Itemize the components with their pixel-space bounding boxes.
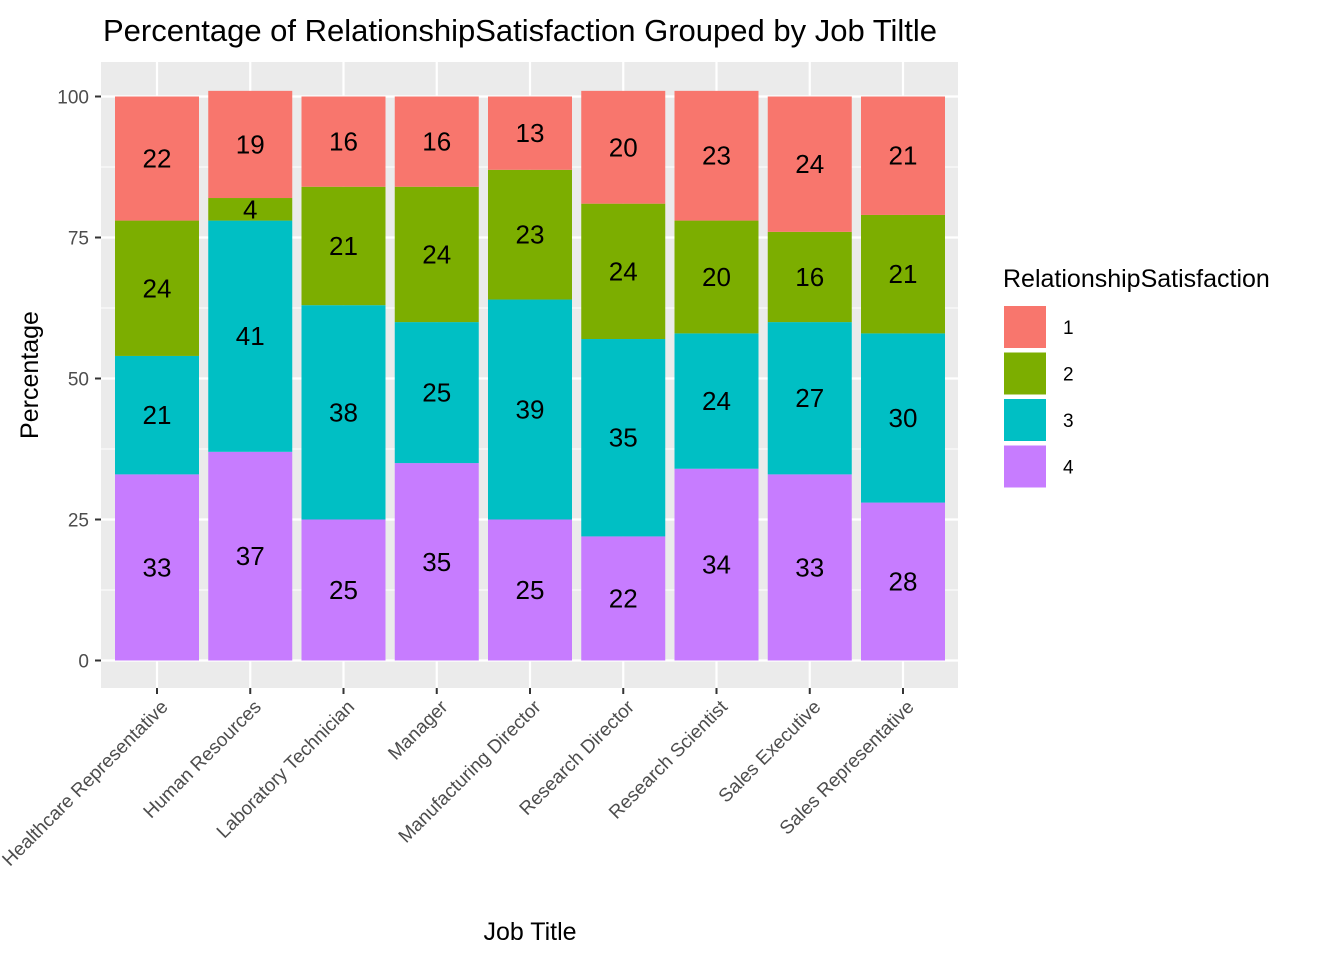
legend-label: 3	[1063, 411, 1074, 432]
data-labels-layer: 33 21 24 22 37 41 4 19 25 38 21 16 35 25 24 16 25 39 23 13 2…	[143, 118, 918, 613]
bar-segment	[861, 96, 945, 215]
data-label: 37	[236, 541, 265, 571]
data-label: 30	[889, 403, 918, 433]
data-label: 34	[702, 550, 731, 580]
bar-segment	[394, 322, 479, 464]
data-label: 20	[702, 262, 731, 292]
bar-segment	[394, 186, 479, 323]
bar-segment	[115, 220, 199, 356]
bar-segment	[301, 305, 386, 520]
x-tick-label: Healthcare Representative	[0, 697, 173, 871]
data-label: 16	[422, 127, 451, 157]
bar-segment	[674, 333, 759, 469]
y-tick-label: 50	[68, 370, 89, 391]
data-label: 24	[609, 256, 638, 286]
data-label: 22	[609, 583, 638, 613]
data-label: 28	[889, 567, 918, 597]
data-label: 23	[702, 141, 731, 171]
chart-title: Percentage of RelationshipSatisfaction G…	[103, 13, 937, 48]
bar-segment	[861, 333, 945, 503]
legend-key	[1002, 443, 1048, 490]
data-label: 24	[795, 149, 824, 179]
bar-segment	[861, 502, 945, 661]
bar-segment	[115, 96, 199, 221]
legend-items: 1 2 3 4	[1002, 304, 1074, 490]
data-label: 33	[795, 552, 824, 582]
bar-segment	[115, 474, 199, 661]
data-label: 20	[609, 132, 638, 162]
bar-segment	[301, 96, 386, 187]
legend-key	[1002, 304, 1048, 350]
data-label: 23	[516, 220, 545, 250]
data-label: 25	[422, 378, 451, 408]
bars-layer	[115, 90, 945, 661]
bar-segment	[581, 203, 666, 340]
x-tick-label: Manager	[384, 696, 452, 764]
bar-segment	[581, 339, 666, 537]
legend-title: RelationshipSatisfaction	[1003, 265, 1270, 293]
x-axis-title: Job Title	[483, 918, 576, 946]
y-tick-label: 0	[78, 652, 89, 673]
data-label: 33	[143, 552, 172, 582]
bar-segment	[674, 468, 759, 661]
y-tick-label: 25	[68, 511, 89, 532]
data-label: 21	[889, 259, 918, 289]
data-label: 41	[236, 321, 265, 351]
bar-segment	[767, 322, 852, 475]
legend-label: 1	[1063, 318, 1074, 339]
bar-segment	[488, 169, 572, 300]
bar-segment	[301, 519, 386, 661]
bar-segment	[767, 474, 852, 661]
data-label: 19	[236, 129, 265, 159]
y-tick-label: 75	[68, 229, 89, 250]
data-label: 25	[516, 575, 545, 605]
data-label: 13	[516, 118, 545, 148]
bar-segment	[115, 355, 199, 475]
bar-segment	[301, 186, 386, 306]
bar-segment	[208, 451, 293, 661]
bar-segment	[767, 96, 852, 232]
bar-segment	[488, 519, 572, 661]
bar-segment	[394, 96, 479, 187]
bar-segment	[208, 90, 293, 199]
data-label: 35	[422, 547, 451, 577]
bar-segment	[861, 214, 945, 334]
legend-key	[1002, 397, 1048, 443]
bar-segment	[488, 96, 572, 170]
y-tick-label: 100	[57, 88, 89, 109]
data-label: 24	[702, 386, 731, 416]
data-label: 38	[329, 397, 358, 427]
data-label: 24	[143, 273, 172, 303]
bar-segment	[394, 463, 479, 661]
bar-segment	[674, 90, 759, 221]
bar-segment	[581, 536, 666, 661]
y-axis-title: Percentage	[16, 311, 44, 439]
data-label: 21	[143, 400, 172, 430]
legend-key	[1002, 350, 1048, 397]
data-label: 25	[329, 575, 358, 605]
bar-segment	[208, 198, 293, 221]
bar-segment	[767, 231, 852, 323]
data-label: 39	[516, 395, 545, 425]
data-label: 35	[609, 423, 638, 453]
data-label: 16	[329, 127, 358, 157]
bar-segment	[581, 90, 666, 204]
data-label: 22	[143, 144, 172, 174]
bar-segment	[488, 299, 572, 520]
data-label: 4	[243, 194, 257, 224]
legend: RelationshipSatisfaction 1 2 3 4	[1002, 265, 1270, 490]
data-label: 27	[795, 383, 824, 413]
data-label: 21	[889, 141, 918, 171]
legend-label: 4	[1063, 458, 1074, 479]
data-label: 24	[422, 239, 451, 269]
data-label: 16	[795, 262, 824, 292]
data-label: 21	[329, 231, 358, 261]
bar-segment	[674, 220, 759, 334]
bar-segment	[208, 220, 293, 452]
legend-label: 2	[1063, 365, 1074, 386]
